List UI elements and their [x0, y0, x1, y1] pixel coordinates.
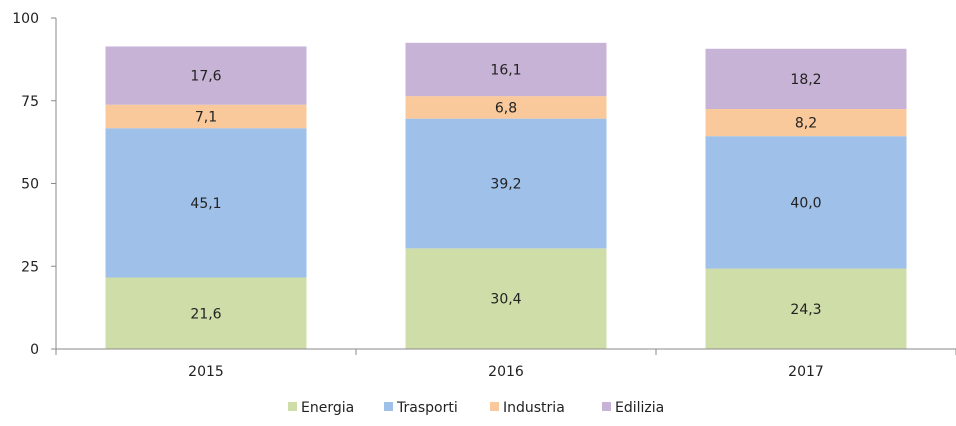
legend-swatch-energia: [288, 402, 297, 411]
legend-label-industria: Industria: [503, 400, 565, 416]
y-tick-label-0: 0: [30, 342, 39, 358]
legend-swatch-edilizia: [602, 402, 611, 411]
legend-swatch-industria: [490, 402, 499, 411]
data-label-energia-2015: 21,6: [190, 306, 221, 322]
x-tick-label-2016: 2016: [488, 364, 524, 380]
legend-swatch-trasporti: [384, 402, 393, 411]
data-label-edilizia-2016: 16,1: [490, 62, 521, 78]
data-label-trasporti-2015: 45,1: [190, 196, 221, 212]
data-label-industria-2017: 8,2: [795, 116, 817, 132]
data-label-trasporti-2016: 39,2: [490, 177, 521, 193]
data-label-industria-2016: 6,8: [495, 100, 517, 116]
data-label-energia-2017: 24,3: [790, 302, 821, 318]
legend-label-trasporti: Trasporti: [396, 400, 458, 416]
x-tick-label-2015: 2015: [188, 364, 224, 380]
y-tick-label-25: 25: [21, 259, 39, 275]
legend-label-energia: Energia: [301, 400, 354, 416]
data-label-industria-2015: 7,1: [195, 109, 217, 125]
data-label-edilizia-2015: 17,6: [190, 69, 221, 85]
x-tick-label-2017: 2017: [788, 364, 824, 380]
legend-label-edilizia: Edilizia: [615, 400, 664, 416]
y-tick-label-75: 75: [21, 94, 39, 110]
legend: Energia Trasporti Industria Edilizia: [288, 400, 664, 416]
data-label-energia-2016: 30,4: [490, 292, 521, 308]
y-tick-label-100: 100: [12, 11, 39, 27]
data-label-edilizia-2017: 18,2: [790, 72, 821, 88]
data-label-trasporti-2017: 40,0: [790, 195, 821, 211]
y-tick-label-50: 50: [21, 177, 39, 193]
